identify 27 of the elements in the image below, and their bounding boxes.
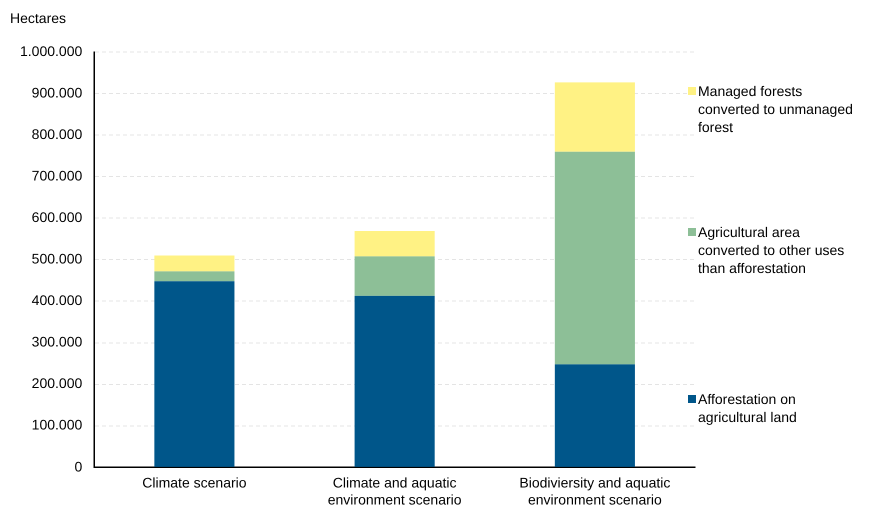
bar xyxy=(154,256,234,272)
y-axis-title: Hectares xyxy=(10,10,66,26)
bar xyxy=(554,82,635,152)
y-tick-label: 1.000.000 xyxy=(20,42,82,59)
y-tick-label: 100.000 xyxy=(32,416,82,433)
y-tick-label: 600.000 xyxy=(32,209,82,226)
y-tick-label: 0 xyxy=(74,458,82,474)
legend-label: Agricultural area converted to other uses than afforestation xyxy=(698,223,846,278)
bar xyxy=(554,364,635,467)
bar xyxy=(154,271,234,282)
y-tick-label: 700.000 xyxy=(32,167,82,184)
y-tick-label: 800.000 xyxy=(32,126,82,142)
x-tick-label: Climate and aquatic environment scenario xyxy=(328,474,462,508)
y-tick-label: 900.000 xyxy=(32,84,82,100)
x-tick-label: Biodiviersity and aquatic environment scenario xyxy=(519,474,670,508)
x-tick-label: Climate scenario xyxy=(142,474,247,491)
y-tick-label: 400.000 xyxy=(32,292,82,308)
bar xyxy=(354,296,435,467)
bar xyxy=(154,281,234,467)
y-tick-label: 500.000 xyxy=(32,250,82,267)
bar xyxy=(554,152,635,364)
bar xyxy=(354,231,435,256)
legend-label: Afforestation on agricultural land xyxy=(698,390,798,426)
y-tick-label: 300.000 xyxy=(32,334,82,350)
bar xyxy=(354,256,435,296)
legend-label: Managed forests converted to unmanaged forest xyxy=(698,82,853,136)
y-tick-label: 200.000 xyxy=(32,375,82,392)
